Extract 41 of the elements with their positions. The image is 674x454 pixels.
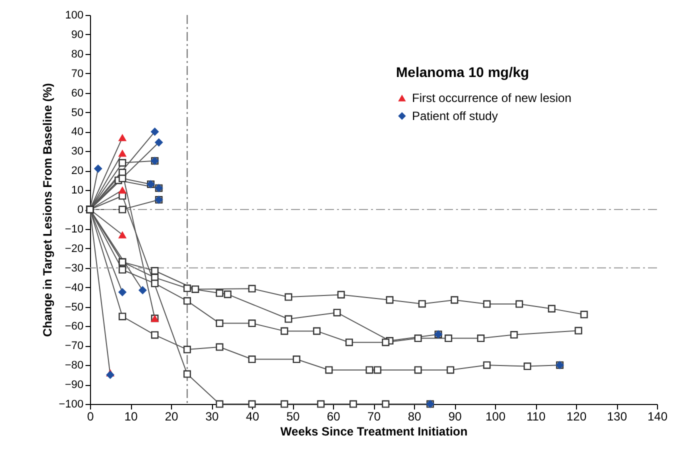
x-tick-label: 90: [448, 410, 462, 424]
y-tick-label: 100: [65, 10, 84, 22]
y-axis-title: Change in Target Lesions From Baseline (%): [40, 83, 55, 337]
y-tick-label: −30: [64, 262, 84, 274]
y-tick-label: 20: [71, 165, 84, 178]
x-tick-label: 70: [367, 410, 381, 424]
x-tick-label: 50: [286, 410, 300, 424]
y-tick-label: −70: [64, 340, 84, 352]
y-tick-label: −20: [64, 242, 84, 255]
y-tick-label: 80: [71, 48, 84, 60]
y-tick-label: 0: [77, 204, 84, 216]
legend-title: Melanoma 10 mg/kg: [396, 64, 530, 80]
x-tick-label: 120: [566, 410, 587, 424]
x-tick-label: 80: [408, 410, 422, 424]
x-tick-label: 130: [606, 410, 628, 424]
x-tick-label: 30: [205, 410, 219, 424]
x-axis-title: Weeks Since Treatment Initiation: [280, 424, 468, 438]
y-tick-label: −50: [64, 301, 84, 314]
y-tick-label: −90: [64, 379, 84, 392]
x-tick-label: 110: [526, 410, 546, 424]
y-tick-label: −40: [64, 282, 84, 294]
x-tick-label: 40: [246, 410, 260, 424]
y-tick-label: 60: [71, 87, 84, 100]
x-tick-label: 60: [326, 410, 340, 424]
x-tick-label: 0: [87, 410, 94, 424]
y-tick-label: 50: [71, 106, 84, 119]
x-tick-label: 10: [124, 410, 138, 424]
y-tick-label: 30: [71, 146, 84, 158]
y-tick-label: 10: [71, 184, 84, 197]
y-tick-label: 90: [71, 28, 84, 41]
y-tick-label: −100: [58, 398, 84, 410]
y-tick-label: 40: [71, 126, 84, 138]
x-tick-label: 140: [647, 410, 668, 424]
x-tick-label: 20: [164, 410, 178, 424]
legend-label: Patient off study: [412, 109, 498, 123]
x-tick-label: 100: [485, 410, 506, 424]
y-tick-label: −80: [64, 360, 84, 372]
y-tick-label: −60: [64, 320, 84, 333]
y-tick-label: −10: [64, 223, 84, 236]
legend-label: First occurrence of new lesion: [412, 91, 572, 105]
y-tick-label: 70: [71, 68, 84, 80]
